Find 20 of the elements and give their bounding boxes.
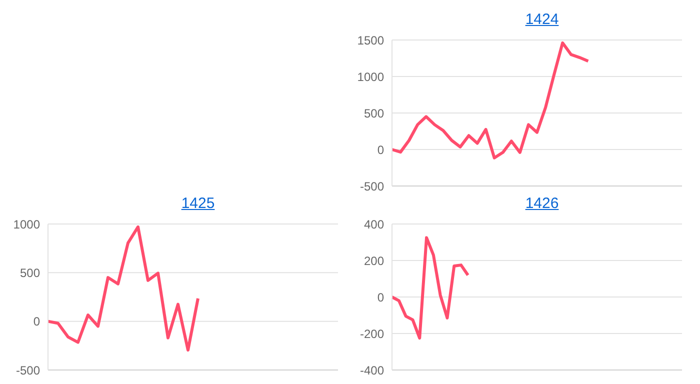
y-tick-label: 1000 — [13, 217, 40, 232]
y-tick-label: 400 — [364, 217, 384, 232]
y-tick-label: -400 — [360, 363, 384, 378]
line-series — [390, 41, 590, 160]
y-tick-label: 0 — [377, 290, 384, 304]
y-tick-label: 1500 — [357, 33, 384, 48]
chart-title: 1425 — [180, 194, 216, 214]
chart-title: 1426 — [524, 194, 560, 214]
y-tick-label: 200 — [364, 254, 384, 268]
line-series — [46, 225, 200, 352]
y-tick-label: -500 — [360, 179, 384, 194]
y-tick-label: -200 — [360, 326, 384, 341]
y-tick-label: 0 — [377, 142, 384, 157]
line-series — [390, 236, 470, 340]
chart-title: 1424 — [524, 10, 560, 30]
y-tick-label: 1000 — [357, 70, 384, 84]
y-tick-label: -500 — [16, 363, 40, 378]
y-tick-label: 500 — [364, 106, 384, 120]
y-tick-label: 500 — [20, 266, 40, 280]
y-tick-label: 0 — [33, 314, 40, 329]
